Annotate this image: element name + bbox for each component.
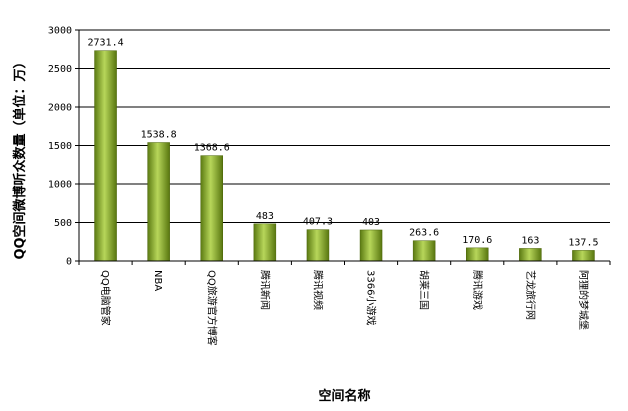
data-label: 163 [521,235,539,246]
data-label: 1538.8 [141,130,177,141]
x-category-label: 腾讯游戏 [471,270,484,310]
data-label: 170.6 [462,235,492,246]
x-category-label: 阿狸的梦城堡 [577,270,590,330]
y-tick-label: 500 [54,218,72,229]
x-axis-title: 空间名称 [318,388,370,404]
data-label: 407.3 [303,217,333,228]
bar [412,240,436,262]
data-label: 1368.6 [194,143,230,154]
y-axis-title: QQ空间微博听众数量（单位：万） [12,55,28,259]
x-category-label: QQ旅游官方博客 [205,270,218,346]
bar [147,142,170,262]
x-category-label: QQ电脑管家 [99,270,112,326]
y-tick-label: 0 [66,257,72,268]
y-tick-label: 2000 [48,103,72,114]
y-tick-label: 1000 [48,180,72,191]
bar [200,155,223,262]
bars [94,50,595,262]
data-labels: 2731.4 1538.8 1368.6 483 407.3 403 263.6 170.6 1… [87,38,598,249]
data-label: 137.5 [568,237,598,248]
bar [572,250,595,262]
bar [359,229,383,262]
bar [306,229,330,262]
y-tick-label: 2500 [48,64,72,75]
x-category-label: 胡莱三国 [418,270,431,310]
y-tick-label: 1500 [48,141,72,152]
data-label: 263.6 [409,228,439,239]
bar [253,223,277,262]
bar [466,247,489,262]
data-label: 403 [362,217,380,228]
data-label: 2731.4 [87,38,123,49]
axes [78,30,611,265]
x-category-labels: QQ电脑管家 NBA QQ旅游官方博客 腾讯新闻 腾讯视频 3366小游戏 胡莱三国 腾讯游戏… [99,270,590,346]
data-label: 483 [256,211,274,222]
x-category-label: NBA [152,270,163,291]
bar [519,248,542,262]
bar [94,50,117,262]
x-category-label: 腾讯新闻 [258,270,271,310]
x-category-label: 艺龙旅行网 [524,270,537,320]
y-tick-label: 3000 [48,26,72,37]
y-tick-labels: 0 500 1000 1500 2000 2500 3000 [48,26,72,268]
x-category-label: 腾讯视频 [311,270,324,310]
x-category-label: 3366小游戏 [365,270,378,325]
